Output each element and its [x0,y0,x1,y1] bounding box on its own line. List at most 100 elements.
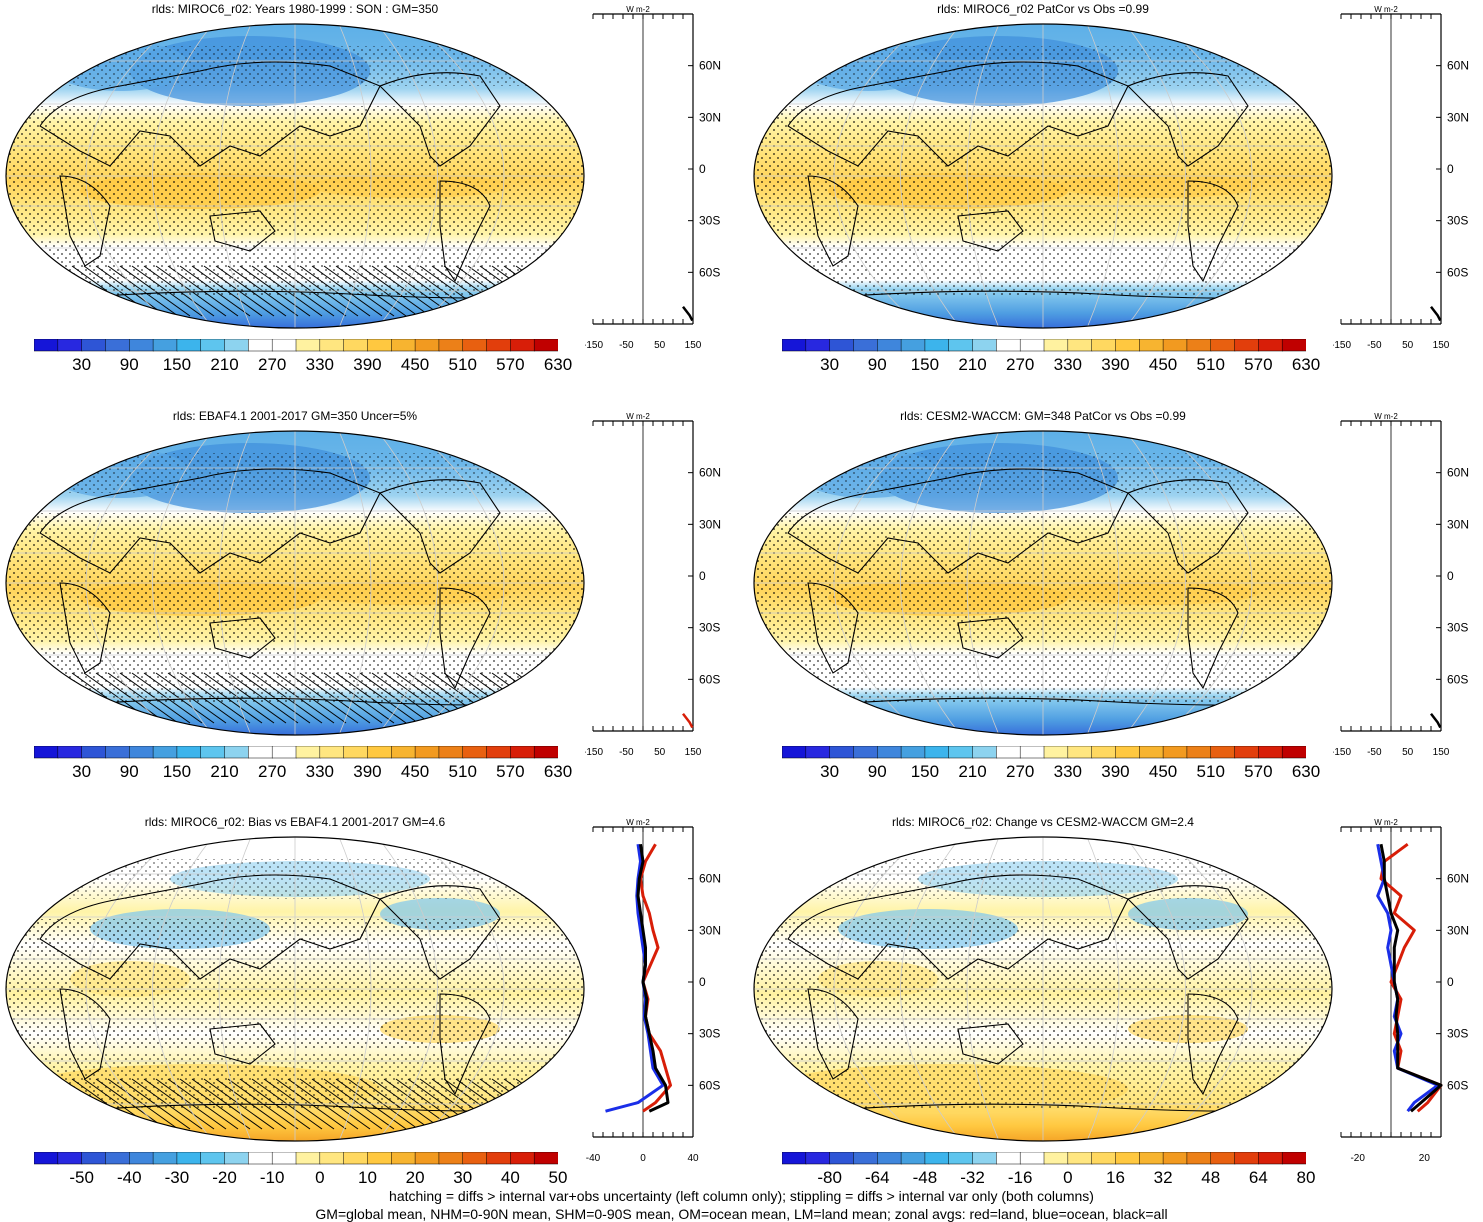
colorbar-swatch [152,1152,178,1165]
colorbar-swatch [200,339,226,352]
map-plot [753,23,1333,329]
colorbar-swatch [948,339,974,352]
zonal-x-tick-label: -50 [1367,747,1382,756]
colorbar-swatch [1210,746,1236,759]
footer-hatching-note: hatching = diffs > internal var+obs unce… [389,1188,1094,1204]
zonal-line-all [1430,713,1442,729]
colorbar-swatch [1234,746,1260,759]
zonal-lat-label: 60N [699,872,721,886]
zonal-lat-label: 0 [1447,569,1454,583]
colorbar-tick-label: 450 [400,762,430,781]
zonal-unit-label: W m-2 [626,818,650,827]
colorbar-swatch [367,339,393,352]
colorbar-tick-label: 48 [1201,1168,1221,1187]
zonal-x-tick-label: -150 [585,340,603,349]
colorbar-swatch [510,339,535,352]
colorbar-swatch [1162,1152,1188,1165]
colorbar-swatch [176,1152,202,1165]
colorbar-tick-label: 450 [1148,762,1178,781]
colorbar-swatch [1139,339,1164,352]
colorbar-swatch [1258,746,1283,759]
colorbar-swatch [200,746,226,759]
zonal-lat-label: 0 [699,569,706,583]
colorbar-swatch [462,1152,488,1165]
colorbar-labels: 30 90 150 210 270 330 390 450 510 570 630 [782,355,1320,377]
colorbar-swatch [972,339,998,352]
colorbar-tick-label: 390 [1101,355,1130,374]
zonal-x-tick-label: -50 [619,747,634,756]
colorbar-swatch [805,339,831,352]
zonal-lat-label: 30N [1447,110,1469,124]
zonal-x-tick-label: 150 [1433,340,1450,349]
colorbar-swatch [1067,339,1093,352]
zonal-lat-label: 60N [699,59,721,73]
zonal-lat-label: 30S [1447,214,1468,228]
zonal-lat-label: 30N [1447,517,1469,531]
colorbar-tick-label: -20 [212,1168,237,1187]
zonal-line-all [682,713,694,729]
zonal-x-tick-label: -150 [1333,340,1351,349]
colorbar-swatch [900,1152,926,1165]
colorbar [34,339,558,352]
colorbar-swatch [924,339,950,352]
zonal-x-tick-label: -40 [586,1153,601,1162]
colorbar-tick-label: 0 [1063,1168,1073,1187]
zonal-x-tick-label: -50 [1367,340,1382,349]
colorbar-swatch [1162,746,1188,759]
colorbar-tick-label: 210 [958,355,987,374]
colorbar-swatch [924,746,950,759]
colorbar-swatch [900,339,926,352]
colorbar-swatch [295,339,321,352]
zonal-x-tick-label: 150 [1433,747,1450,756]
colorbar-swatch [1258,339,1283,352]
colorbar-swatch [782,339,807,352]
colorbar-tick-label: 510 [1196,762,1225,781]
colorbar-swatch [877,1152,902,1165]
colorbar-swatch [510,1152,535,1165]
colorbar-swatch [343,746,369,759]
zonal-lat-label: 60N [1447,872,1469,886]
zonal-x-tick-label: 50 [1402,340,1414,349]
colorbar-swatch [462,746,488,759]
colorbar-swatch [271,746,297,759]
colorbar-tick-label: 570 [496,762,525,781]
colorbar-tick-label: 390 [353,355,382,374]
colorbar-swatch [248,339,273,352]
zonal-lat-label: 60S [699,265,720,279]
panel-4: rlds: CESM2-WACCM: GM=348 PatCor vs Obs … [748,407,1483,807]
zonal-lat-label: 0 [1447,162,1454,176]
colorbar-swatch [782,1152,807,1165]
colorbar-tick-label: 40 [500,1168,520,1187]
colorbar-swatch [829,1152,855,1165]
zonal-line-all [682,306,694,322]
map-plot [753,430,1333,736]
colorbar-swatch [414,746,440,759]
colorbar-swatch [1234,339,1260,352]
zonal-x-tick-label: 50 [1402,747,1414,756]
colorbar-swatch [996,746,1021,759]
colorbar-tick-label: 150 [910,762,940,781]
colorbar-tick-label: 510 [448,355,477,374]
colorbar-swatch [57,1152,83,1165]
colorbar-tick-label: 330 [305,355,334,374]
map-title: rlds: MIROC6_r02: Years 1980-1999 : SON … [151,2,439,16]
colorbar-swatch [438,339,464,352]
colorbar-swatch [533,339,558,352]
colorbar-swatch [1043,746,1069,759]
colorbar-tick-label: 150 [162,355,192,374]
colorbar-tick-label: 90 [867,355,887,374]
colorbar-tick-label: 16 [1105,1168,1125,1187]
zonal-mean-plot: W m-2 60N 30N 0 30S 60S -20 20 [1340,818,1469,1162]
colorbar-swatch [224,746,250,759]
colorbar-swatch [1019,339,1045,352]
colorbar-tick-label: 30 [72,355,92,374]
colorbar-tick-label: -48 [912,1168,938,1187]
colorbar-swatch [105,339,131,352]
colorbar [34,1152,558,1165]
colorbar-swatch [1067,1152,1093,1165]
zonal-unit-label: W m-2 [1374,5,1398,14]
colorbar-tick-label: 270 [1005,762,1035,781]
colorbar-swatch [829,746,855,759]
colorbar-swatch [414,1152,440,1165]
colorbar-swatch [57,746,83,759]
